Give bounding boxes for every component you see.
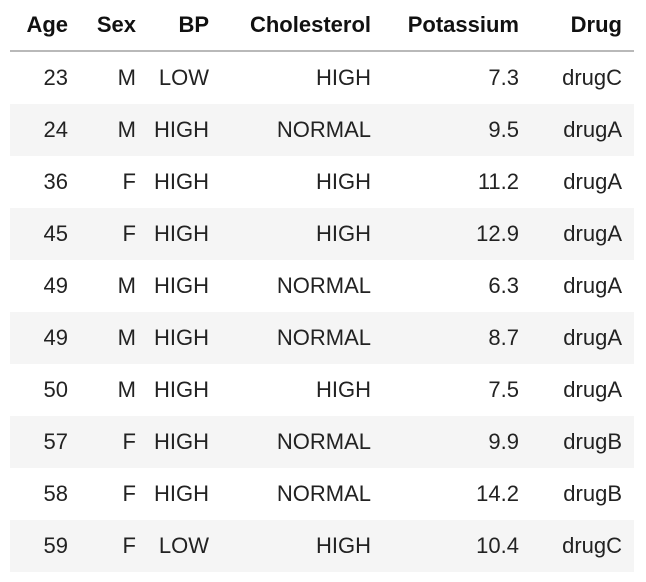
cell-age: 36: [43, 169, 68, 194]
cell-bp: HIGH: [154, 169, 209, 194]
cell-drug: drugC: [562, 533, 622, 558]
cell-drug: drugB: [563, 429, 622, 454]
cell-potassium: 10.4: [476, 533, 519, 558]
cell-bp: LOW: [158, 65, 209, 90]
cell-drug: drugA: [563, 273, 622, 298]
table-row: 49 M HIGH NORMAL 6.3 drugA: [10, 260, 634, 312]
cell-potassium: 6.3: [488, 273, 519, 298]
cell-sex: F: [122, 481, 136, 506]
cell-age: 58: [43, 481, 68, 506]
cell-potassium: 12.9: [476, 221, 519, 246]
table-body: 23 M LOW HIGH 7.3 drugC 24 M HIGH NORMAL…: [10, 51, 634, 572]
table-row: 36 F HIGH HIGH 11.2 drugA: [10, 156, 634, 208]
cell-potassium: 8.7: [488, 325, 519, 350]
cell-cholesterol: HIGH: [316, 65, 371, 90]
cell-sex: M: [117, 325, 136, 350]
column-header-age: Age: [10, 0, 80, 52]
cell-age: 49: [43, 325, 68, 350]
cell-bp: HIGH: [154, 429, 209, 454]
table-row: 57 F HIGH NORMAL 9.9 drugB: [10, 416, 634, 468]
table-row: 24 M HIGH NORMAL 9.5 drugA: [10, 104, 634, 156]
cell-age: 57: [43, 429, 68, 454]
cell-sex: M: [117, 273, 136, 298]
cell-drug: drugC: [562, 65, 622, 90]
cell-cholesterol: HIGH: [316, 533, 371, 558]
cell-cholesterol: HIGH: [316, 377, 371, 402]
cell-drug: drugA: [563, 221, 622, 246]
cell-sex: F: [122, 221, 136, 246]
cell-drug: drugA: [563, 117, 622, 142]
cell-age: 23: [43, 65, 68, 90]
cell-age: 59: [43, 533, 68, 558]
cell-drug: drugA: [563, 325, 622, 350]
cell-sex: F: [122, 533, 136, 558]
cell-potassium: 7.5: [488, 377, 519, 402]
cell-age: 50: [43, 377, 68, 402]
cell-sex: M: [117, 117, 136, 142]
column-header-sex: Sex: [80, 0, 148, 52]
header-row: Age Sex BP Cholesterol Potassium Drug: [10, 0, 634, 52]
cell-sex: M: [117, 377, 136, 402]
cell-age: 49: [43, 273, 68, 298]
cell-sex: F: [122, 429, 136, 454]
data-table: Age Sex BP Cholesterol Potassium Drug 23…: [10, 0, 634, 572]
cell-cholesterol: NORMAL: [276, 325, 371, 350]
column-header-cholesterol: Cholesterol: [221, 0, 383, 52]
cell-bp: HIGH: [154, 221, 209, 246]
table-row: 59 F LOW HIGH 10.4 drugC: [10, 520, 634, 572]
cell-cholesterol: NORMAL: [276, 481, 371, 506]
cell-drug: drugB: [563, 481, 622, 506]
column-header-drug: Drug: [531, 0, 634, 52]
cell-cholesterol: NORMAL: [276, 273, 371, 298]
cell-drug: drugA: [563, 377, 622, 402]
cell-bp: HIGH: [154, 481, 209, 506]
table-row: 49 M HIGH NORMAL 8.7 drugA: [10, 312, 634, 364]
cell-potassium: 9.9: [488, 429, 519, 454]
table-row: 45 F HIGH HIGH 12.9 drugA: [10, 208, 634, 260]
cell-drug: drugA: [563, 169, 622, 194]
cell-potassium: 9.5: [488, 117, 519, 142]
cell-age: 24: [43, 117, 68, 142]
table-row: 23 M LOW HIGH 7.3 drugC: [10, 51, 634, 104]
cell-bp: HIGH: [154, 325, 209, 350]
table-row: 50 M HIGH HIGH 7.5 drugA: [10, 364, 634, 416]
cell-sex: M: [117, 65, 136, 90]
cell-cholesterol: HIGH: [316, 221, 371, 246]
column-header-potassium: Potassium: [383, 0, 531, 52]
cell-cholesterol: HIGH: [316, 169, 371, 194]
cell-bp: LOW: [158, 533, 209, 558]
cell-bp: HIGH: [154, 117, 209, 142]
cell-bp: HIGH: [154, 273, 209, 298]
cell-potassium: 7.3: [488, 65, 519, 90]
table-row: 58 F HIGH NORMAL 14.2 drugB: [10, 468, 634, 520]
dataframe-container: Age Sex BP Cholesterol Potassium Drug 23…: [10, 0, 634, 572]
cell-age: 45: [43, 221, 68, 246]
cell-potassium: 11.2: [477, 169, 519, 194]
cell-cholesterol: NORMAL: [276, 117, 371, 142]
cell-potassium: 14.2: [476, 481, 519, 506]
cell-bp: HIGH: [154, 377, 209, 402]
table-header: Age Sex BP Cholesterol Potassium Drug: [10, 0, 634, 52]
cell-sex: F: [122, 169, 136, 194]
cell-cholesterol: NORMAL: [276, 429, 371, 454]
column-header-bp: BP: [148, 0, 221, 52]
